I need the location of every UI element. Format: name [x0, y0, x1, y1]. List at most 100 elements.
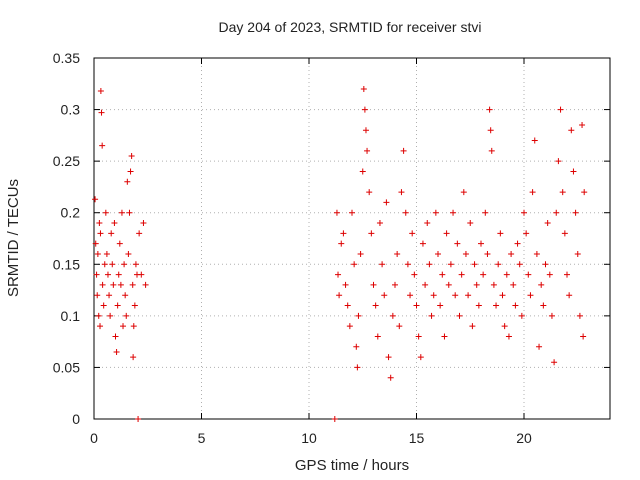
data-point	[338, 240, 345, 247]
data-point	[361, 106, 368, 113]
data-point	[435, 250, 441, 257]
data-point	[385, 354, 392, 361]
data-point	[136, 230, 143, 237]
data-point	[125, 250, 132, 257]
data-point	[114, 302, 121, 309]
data-point	[387, 374, 394, 381]
data-point	[349, 209, 355, 216]
data-point	[572, 209, 579, 216]
data-point	[110, 281, 117, 288]
data-point	[357, 250, 364, 257]
data-point	[533, 250, 540, 257]
data-point	[127, 168, 134, 175]
data-point	[424, 220, 431, 227]
data-point	[430, 292, 437, 299]
data-point	[118, 209, 125, 216]
data-point	[422, 281, 429, 288]
data-point	[428, 312, 435, 319]
data-point	[568, 127, 575, 134]
data-point	[490, 281, 497, 288]
data-point	[523, 230, 530, 237]
data-point	[482, 209, 489, 216]
data-point	[510, 281, 517, 288]
data-point	[138, 271, 145, 278]
data-point	[123, 312, 130, 319]
y-tick-label: 0	[72, 411, 80, 427]
data-point	[364, 147, 371, 154]
x-axis-ticks: 0 5 10 15 20	[90, 58, 532, 446]
data-point	[392, 281, 398, 288]
y-tick-label: 0.05	[53, 359, 80, 375]
data-point	[497, 230, 504, 237]
data-point	[518, 312, 525, 319]
data-point	[342, 281, 349, 288]
data-point	[467, 220, 474, 227]
data-point	[112, 333, 119, 340]
data-point	[404, 261, 411, 268]
data-point	[121, 261, 128, 268]
data-point	[142, 281, 149, 288]
data-point	[336, 292, 343, 299]
x-tick-label: 10	[301, 430, 317, 446]
plot-frame	[93, 57, 611, 420]
x-tick-label: 20	[516, 430, 532, 446]
data-point	[100, 302, 107, 309]
data-point	[396, 323, 403, 330]
data-point	[525, 271, 532, 278]
data-point	[579, 122, 586, 129]
data-point	[130, 323, 137, 330]
data-point	[473, 281, 480, 288]
data-point	[93, 271, 100, 278]
y-tick-label: 0.3	[61, 102, 81, 118]
data-point	[542, 261, 549, 268]
data-point	[574, 250, 581, 257]
data-point	[559, 189, 566, 196]
data-point	[383, 199, 390, 206]
data-point	[540, 302, 547, 309]
data-point	[551, 359, 558, 366]
data-point	[417, 354, 424, 361]
data-point	[493, 302, 500, 309]
data-point	[487, 127, 494, 134]
data-point	[445, 281, 452, 288]
data-point	[419, 240, 426, 247]
data-point	[402, 209, 409, 216]
data-point	[508, 250, 515, 257]
data-point	[555, 158, 562, 165]
grid-lines	[94, 58, 610, 419]
data-point	[450, 209, 457, 216]
data-point	[362, 127, 369, 134]
y-tick-label: 0.2	[61, 205, 81, 221]
data-point	[95, 312, 102, 319]
data-point	[355, 312, 362, 319]
data-point	[97, 230, 104, 237]
data-point	[501, 323, 508, 330]
data-point	[581, 189, 588, 196]
y-axis-label: SRMTID / TECUs	[5, 179, 22, 297]
data-points	[92, 85, 588, 422]
data-point	[439, 271, 446, 278]
data-point	[131, 302, 138, 309]
data-point	[570, 168, 577, 175]
data-point	[335, 271, 342, 278]
data-point	[331, 416, 338, 422]
y-tick-label: 0.1	[61, 308, 81, 324]
data-point	[413, 302, 420, 309]
data-point	[411, 271, 418, 278]
data-point	[529, 189, 536, 196]
data-point	[94, 250, 101, 257]
data-point	[374, 333, 381, 340]
x-tick-label: 0	[90, 430, 98, 446]
data-point	[376, 220, 383, 227]
data-point	[97, 323, 104, 330]
data-point	[97, 88, 104, 95]
data-point	[521, 209, 527, 216]
data-point	[340, 230, 347, 237]
data-point	[484, 250, 491, 257]
data-point	[432, 209, 439, 216]
data-point	[113, 348, 120, 355]
data-point	[546, 271, 553, 278]
data-point	[130, 354, 137, 361]
data-point	[368, 230, 375, 237]
data-point	[99, 142, 106, 149]
